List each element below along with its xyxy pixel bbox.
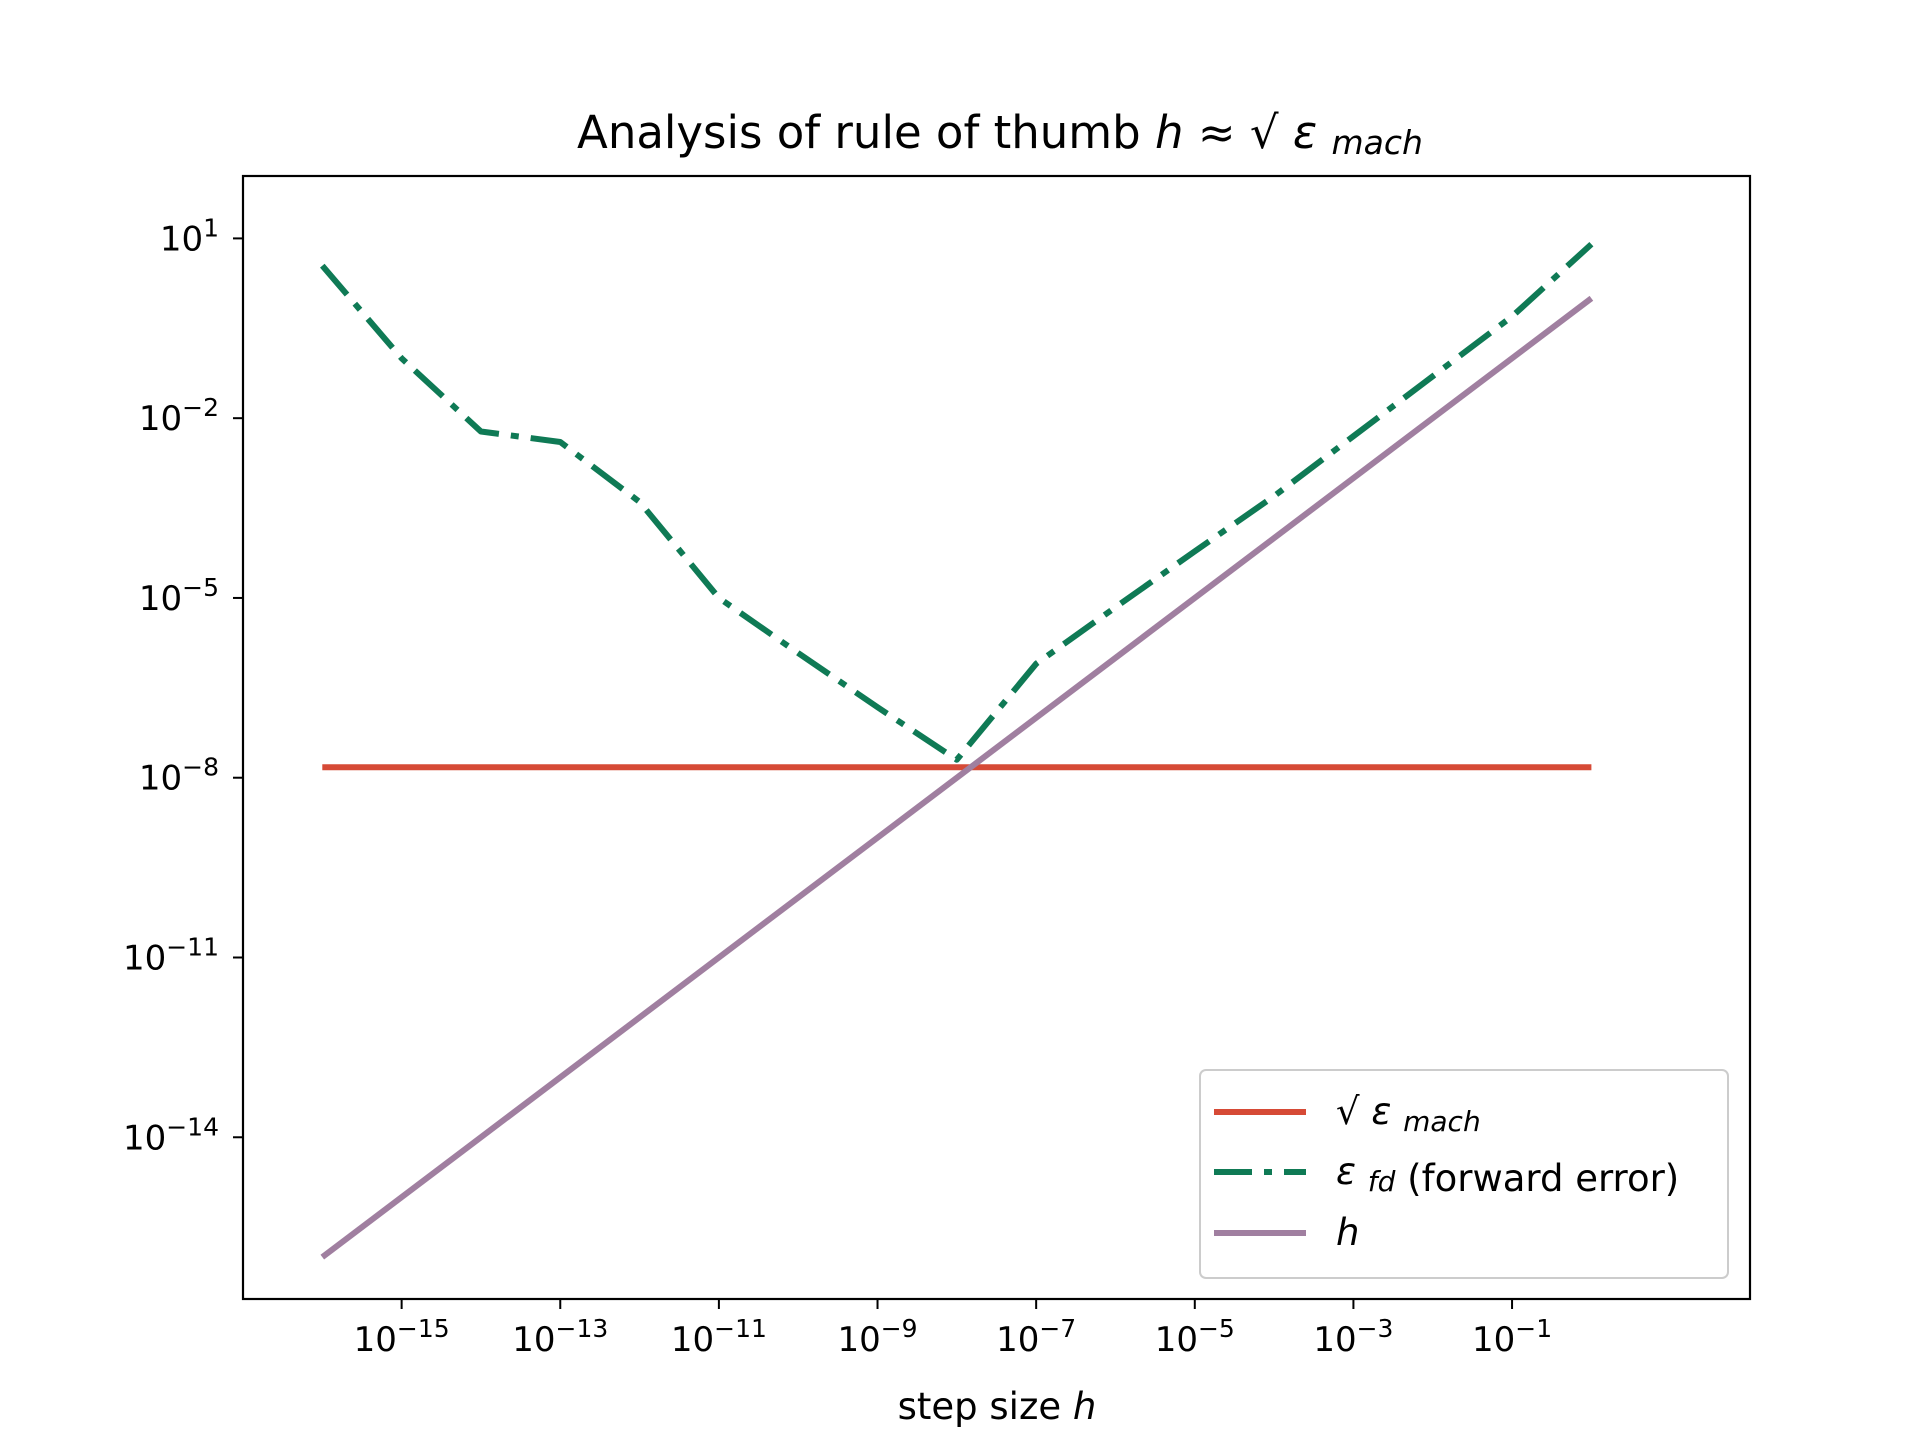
- y-tick-label: 10−5: [139, 573, 219, 619]
- legend-label-sqrt-eps-mach: √ ε mach: [1336, 1090, 1481, 1138]
- x-axis-ticks: 10−15 10−13 10−11 10−9 10−7 10−5 10−3 10−1: [354, 1299, 1552, 1360]
- legend-label-h: h: [1336, 1211, 1359, 1254]
- legend-box: [1199, 1069, 1729, 1279]
- y-axis-ticks: 101 10−2 10−5 10−8 10−11 10−14: [123, 213, 243, 1158]
- y-tick-label: 101: [160, 213, 219, 259]
- x-axis-label: step size h: [898, 1385, 1097, 1428]
- series-line-h: [320, 295, 1594, 1260]
- y-tick-label: 10−2: [139, 393, 219, 439]
- x-tick-label: 10−15: [354, 1314, 450, 1360]
- legend: √ ε mach ε fd (forward error) h: [1199, 1069, 1729, 1279]
- x-tick-label: 10−7: [996, 1314, 1076, 1360]
- x-tick-label: 10−13: [512, 1314, 608, 1360]
- y-tick-label: 10−11: [123, 932, 219, 978]
- legend-label-eps-fd: ε fd (forward error): [1336, 1150, 1679, 1200]
- y-tick-label: 10−8: [139, 753, 219, 799]
- x-tick-label: 10−5: [1155, 1314, 1235, 1360]
- x-tick-label: 10−1: [1472, 1314, 1552, 1360]
- x-tick-label: 10−3: [1313, 1314, 1393, 1360]
- y-tick-label: 10−14: [123, 1112, 219, 1158]
- axes-frame: [241, 174, 1752, 1301]
- x-tick-label: 10−11: [671, 1314, 767, 1360]
- plot-lines: [320, 241, 1594, 1260]
- x-tick-label: 10−9: [837, 1314, 917, 1360]
- series-line-eps-fd: [320, 241, 1594, 763]
- chart-title: Analysis of rule of thumb h ≈ √ ε mach: [577, 106, 1423, 162]
